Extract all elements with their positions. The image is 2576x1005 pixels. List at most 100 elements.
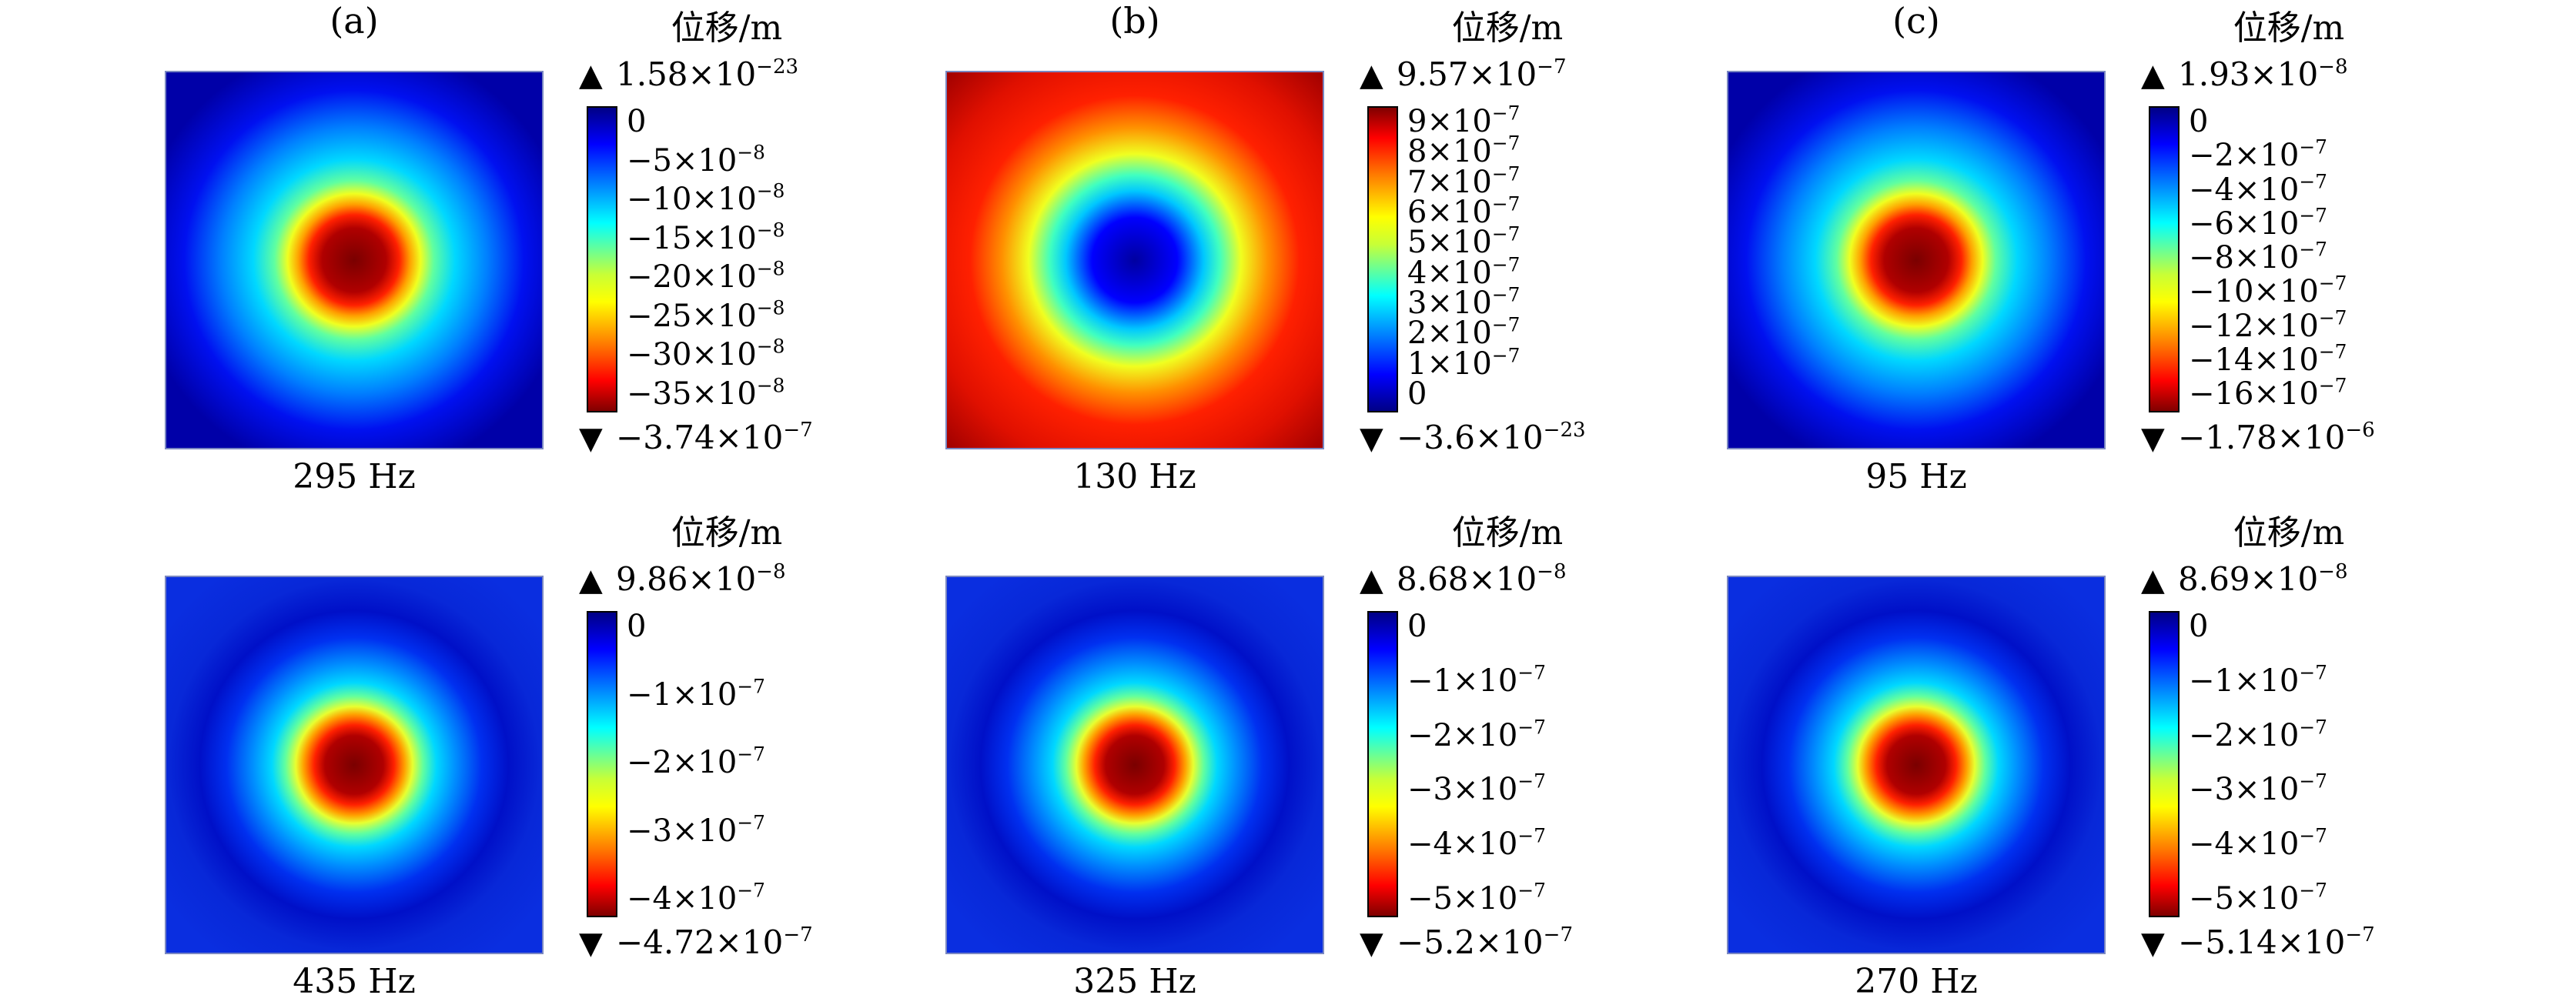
tick-exponent: −8 <box>756 257 785 280</box>
min-exponent: −23 <box>1543 418 1586 442</box>
tick-mantissa: −12 <box>2189 308 2254 344</box>
max-mantissa: 1.58 <box>616 55 688 93</box>
colorbar-tick: −20×10−8 <box>627 257 785 294</box>
tick-exponent: −7 <box>1491 253 1521 276</box>
frequency-label: 325 Hz <box>1073 962 1196 1001</box>
panel-5: 325 Hz 位移/m ▲ 8.68×10−8 0 −1×10−7 −2×10−7 −3×10… <box>945 505 1723 1005</box>
up-triangle-icon: ▲ <box>2141 58 2165 93</box>
tick-times: × <box>1427 346 1453 382</box>
colorbar-tick: 0 <box>2189 609 2208 643</box>
tick-mantissa: 0 <box>627 104 647 139</box>
max-exponent: −8 <box>2318 55 2348 78</box>
tick-exponent: −8 <box>756 219 785 242</box>
tick-base: 10 <box>2260 240 2300 275</box>
tick-mantissa: −10 <box>2189 274 2254 310</box>
tick-exponent: −7 <box>2299 135 2327 159</box>
colorbar-unit: 位移/m <box>2233 8 2345 48</box>
min-value: −1.78×10−6 <box>2178 419 2375 456</box>
tick-times: × <box>691 376 718 412</box>
min-mantissa: −5.14 <box>2178 923 2277 961</box>
tick-times: × <box>671 745 698 780</box>
colorbar-tick: −3×10−7 <box>2189 772 2327 808</box>
tick-base: 10 <box>717 182 757 218</box>
min-times: × <box>1475 419 1503 456</box>
min-value: −3.74×10−7 <box>616 419 813 456</box>
min-base: 10 <box>1502 419 1544 456</box>
panel-label: (a) <box>330 0 379 42</box>
min-base: 10 <box>1502 923 1544 961</box>
tick-exponent: −8 <box>756 296 785 319</box>
tick-exponent: −7 <box>1491 222 1521 245</box>
colorbar <box>587 106 617 412</box>
tick-mantissa: −10 <box>627 182 692 218</box>
colorbar-max: ▲ 9.57×10−7 <box>1360 55 1567 93</box>
tick-times: × <box>1427 255 1453 291</box>
tick-times: × <box>2233 205 2260 242</box>
tick-times: × <box>1427 225 1453 261</box>
min-times: × <box>2277 419 2304 456</box>
tick-base: 10 <box>1478 826 1518 863</box>
colorbar-tick: 8×10−7 <box>1407 134 1520 169</box>
colorbar-tick: 5×10−7 <box>1407 225 1520 259</box>
tick-mantissa: 0 <box>1407 609 1427 644</box>
min-mantissa: −3.6 <box>1397 419 1475 456</box>
tick-exponent: −7 <box>1517 770 1546 793</box>
tick-times: × <box>671 142 698 179</box>
tick-base: 10 <box>698 881 738 917</box>
tick-exponent: −7 <box>2299 824 2327 847</box>
tick-mantissa: 0 <box>2189 609 2209 644</box>
tick-exponent: −7 <box>2318 340 2347 363</box>
tick-mantissa: −3 <box>1407 772 1453 808</box>
colorbar-ticks: 0 −1×10−7 −2×10−7 −3×10−7 −4×10−7 −5×10−7 <box>2189 609 2497 917</box>
max-times: × <box>1468 560 1496 598</box>
tick-mantissa: −1 <box>1407 663 1453 699</box>
min-exponent: −7 <box>783 418 813 442</box>
colorbar-tick: 0 <box>1407 609 1427 643</box>
min-mantissa: −1.78 <box>2178 419 2277 456</box>
colorbar-ticks: 9×10−7 8×10−7 7×10−7 6×10−7 5×10−7 4×10−7 3×10… <box>1407 104 1715 412</box>
colorbar-tick: 9×10−7 <box>1407 104 1520 139</box>
colorbar-tick: −35×10−8 <box>627 374 785 412</box>
min-base: 10 <box>2303 419 2346 456</box>
tick-base: 10 <box>1452 255 1492 291</box>
tick-times: × <box>1427 164 1453 200</box>
displacement-plate <box>165 576 544 954</box>
tick-mantissa: −5 <box>1407 881 1453 917</box>
min-value: −4.72×10−7 <box>616 923 813 961</box>
tick-exponent: −8 <box>756 179 785 202</box>
tick-times: × <box>1427 104 1453 139</box>
tick-base: 10 <box>698 676 738 713</box>
colorbar-tick: −25×10−8 <box>627 299 785 333</box>
max-value: 9.57×10−7 <box>1397 55 1567 93</box>
tick-mantissa: −3 <box>2189 772 2234 808</box>
colorbar-tick: 0 <box>627 609 646 643</box>
tick-exponent: −8 <box>756 374 785 397</box>
colorbar-unit: 位移/m <box>2233 513 2345 553</box>
min-value: −5.2×10−7 <box>1397 923 1573 961</box>
tick-base: 10 <box>1478 663 1518 699</box>
frequency-label: 270 Hz <box>1855 962 1978 1001</box>
min-mantissa: −4.72 <box>616 923 715 961</box>
tick-times: × <box>2233 240 2260 275</box>
colorbar-min: ▼ −4.72×10−7 <box>579 923 813 961</box>
colorbar-max: ▲ 1.93×10−8 <box>2141 55 2348 93</box>
colorbar-tick: 0 <box>1407 377 1427 411</box>
panel-3: (c) 95 Hz 位移/m ▲ 1.93×10−8 0 −2×10−7 −4×10−7 −6×… <box>1727 0 2504 500</box>
up-triangle-icon: ▲ <box>579 58 603 93</box>
max-exponent: −8 <box>756 559 786 583</box>
tick-times: × <box>691 337 718 373</box>
tick-base: 10 <box>2260 205 2300 242</box>
down-triangle-icon: ▼ <box>579 421 603 456</box>
panel-1: (a) 295 Hz 位移/m ▲ 1.58×10−23 0 −5×10−8 −10×10−8… <box>165 0 942 500</box>
down-triangle-icon: ▼ <box>2141 421 2165 456</box>
tick-times: × <box>2253 274 2280 310</box>
colorbar-min: ▼ −3.6×10−23 <box>1360 419 1586 456</box>
max-value: 8.69×10−8 <box>2178 560 2348 598</box>
tick-times: × <box>1427 195 1453 230</box>
tick-mantissa: −2 <box>2189 717 2234 753</box>
max-mantissa: 9.86 <box>616 560 688 598</box>
displacement-plate <box>165 71 544 449</box>
colorbar-tick: −4×10−7 <box>1407 826 1546 863</box>
tick-base: 10 <box>698 745 738 780</box>
colorbar-tick: −2×10−7 <box>1407 717 1546 752</box>
